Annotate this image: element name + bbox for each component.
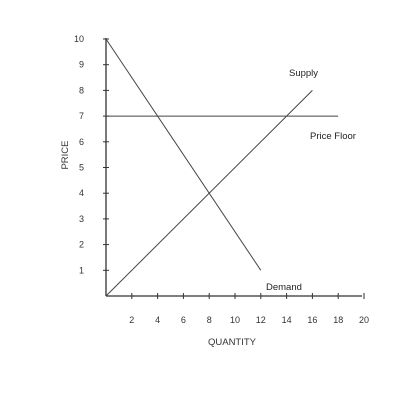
curves: [105, 38, 339, 297]
y-axis-title: PRICE: [60, 140, 71, 169]
y-tick-label: 5: [79, 163, 84, 173]
x-tick-label: 18: [333, 315, 343, 325]
x-tick-label: 8: [207, 315, 212, 325]
y-tick-label: 1: [79, 265, 84, 275]
price-floor-label: Price Floor: [310, 131, 356, 142]
y-tick-label: 8: [79, 85, 84, 95]
y-tick-label: 3: [79, 214, 84, 224]
y-tick-label: 7: [79, 111, 84, 121]
y-tick-label: 9: [79, 60, 84, 70]
x-tick-label: 6: [181, 315, 186, 325]
x-tick-label: 12: [256, 315, 266, 325]
demand-curve: [105, 38, 262, 271]
y-tick-label: 4: [79, 188, 84, 198]
x-tick-label: 4: [155, 315, 160, 325]
curve-labels: Supply Demand Price Floor: [266, 68, 356, 293]
x-tick-label: 10: [230, 315, 240, 325]
x-tick-label: 2: [129, 315, 134, 325]
x-tick-label: 20: [359, 315, 369, 325]
demand-label: Demand: [266, 282, 302, 293]
x-axis-title: QUANTITY: [208, 337, 257, 348]
y-tick-label: 6: [79, 137, 84, 147]
y-tick-label: 2: [79, 240, 84, 250]
y-tick-label: 10: [74, 34, 84, 44]
x-tick-label: 16: [307, 315, 317, 325]
x-tick-label: 14: [282, 315, 292, 325]
supply-label: Supply: [289, 68, 318, 79]
